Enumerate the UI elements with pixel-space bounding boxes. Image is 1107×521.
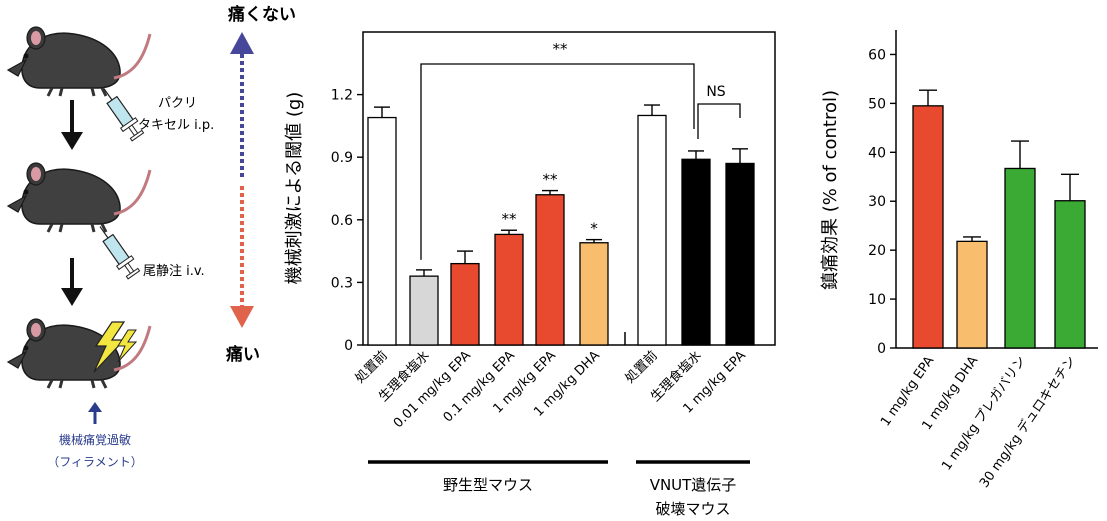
bar [1004, 167, 1036, 349]
y-tick-label: 50 [868, 96, 886, 112]
error-bar [542, 189, 558, 195]
error-bar [919, 89, 937, 106]
y-tick-label: 1.2 [331, 88, 353, 104]
outcome-line2: （フィラメント） [47, 455, 142, 469]
chart1-y-ticks: 0 0.3 0.6 0.9 1.2 [331, 88, 363, 354]
y-tick-label: 0.6 [331, 213, 353, 229]
y-tick-label: 0.9 [331, 150, 353, 166]
bar [681, 158, 711, 346]
group-label: VNUT遺伝子 [650, 476, 737, 494]
chart1-axes [362, 31, 776, 346]
x-tick-label: 1 mg/kg プレガバリン [939, 354, 1029, 474]
chart1-bars [367, 114, 755, 346]
bar [579, 242, 609, 346]
bar [912, 105, 944, 349]
pain-scale-up-arrow-icon [230, 32, 254, 54]
error-bar [963, 236, 981, 242]
y-tick-label: 0.3 [331, 275, 353, 291]
error-bar [586, 238, 602, 243]
error-bar [374, 106, 390, 118]
bar [409, 275, 439, 346]
outcome-line1: 機械痛覚過敏 [59, 432, 131, 447]
schematic: パクリ タキセル i.p. 尾静注 i.v. 機械痛覚過敏 （フィラメント） [6, 25, 214, 469]
chart1-error-bars [374, 104, 748, 277]
mouse-icon-1 [6, 25, 152, 98]
error-bar [416, 269, 432, 277]
chart1-y-label: 機械刺激による閾値 (g) [284, 92, 305, 285]
y-tick-label: 30 [868, 194, 886, 210]
pain-scale-top: 痛くない [228, 4, 296, 25]
syringe-icon-2 [91, 220, 142, 281]
chart2-y-ticks: 0 10 20 30 40 50 60 [868, 47, 896, 357]
bar [1054, 200, 1086, 349]
error-bar [1011, 140, 1029, 169]
mouse-icon-2 [6, 161, 152, 234]
bracket-ns-label: NS [706, 84, 725, 100]
drug1-line1: パクリ [158, 96, 197, 111]
pain-scale-bottom: 痛い [226, 344, 260, 365]
pain-scale-down-arrow-icon [230, 306, 254, 328]
error-bar [1061, 173, 1079, 201]
y-tick-label: 60 [868, 47, 886, 63]
drug1-line2: タキセル i.p. [138, 118, 214, 133]
bar [725, 162, 755, 346]
down-arrow-icon-2 [61, 258, 83, 306]
bar [956, 240, 988, 349]
y-tick-label: 10 [868, 292, 886, 308]
bar [450, 262, 480, 346]
error-bar [644, 104, 660, 116]
significance-mark: * [590, 220, 598, 238]
error-bar [732, 148, 748, 164]
y-tick-label: 0 [344, 338, 353, 354]
error-bar [688, 150, 704, 160]
y-tick-label: 0 [877, 341, 886, 357]
significance-mark: ** [543, 171, 559, 189]
chart2-bars [912, 105, 1086, 349]
down-arrow-icon-1 [61, 100, 83, 150]
lightning-icon [93, 321, 138, 373]
bar [637, 114, 667, 346]
x-tick-label: 処置前 [622, 348, 661, 387]
mouse-icon-3 [6, 317, 152, 390]
y-tick-label: 20 [868, 243, 886, 259]
group-label: 破壊マウス [655, 500, 730, 518]
x-tick-label: 30 mg/kg デュロキセチン [976, 353, 1079, 491]
chart1-significance: ***** [502, 171, 599, 238]
chart2-y-label: 鎮痛効果 (% of control) [820, 90, 841, 290]
bar [367, 116, 397, 346]
pain-scale: 痛くない 痛い [226, 4, 296, 365]
y-tick-label: 40 [868, 145, 886, 161]
chart2-error-bars [919, 89, 1079, 242]
error-bar [457, 250, 473, 264]
significance-mark: ** [502, 210, 518, 228]
chart1-brackets: ** NS [420, 40, 741, 260]
drug2-label: 尾静注 i.v. [143, 264, 205, 279]
chart1-frame [362, 31, 776, 346]
bar [494, 233, 524, 346]
x-tick-label: 0.01 mg/kg EPA [391, 348, 474, 431]
error-bar [501, 229, 517, 235]
up-arrow-icon [88, 402, 102, 424]
bar [535, 194, 565, 346]
group-label: 野生型マウス [443, 476, 533, 494]
bracket-main-label: ** [553, 40, 569, 58]
x-tick-label: 処置前 [352, 348, 391, 387]
